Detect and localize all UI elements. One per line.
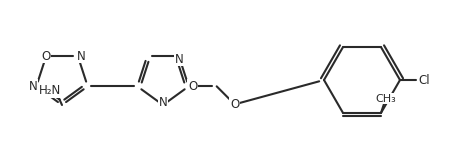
Text: N: N <box>175 53 183 66</box>
Text: O: O <box>230 98 239 111</box>
Text: CH₃: CH₃ <box>376 94 396 104</box>
Text: N: N <box>77 50 85 63</box>
Text: Cl: Cl <box>418 74 430 87</box>
Text: N: N <box>159 96 167 108</box>
Text: H₂N: H₂N <box>39 84 61 98</box>
Text: O: O <box>188 80 197 93</box>
Text: O: O <box>41 50 51 63</box>
Text: N: N <box>29 80 38 93</box>
